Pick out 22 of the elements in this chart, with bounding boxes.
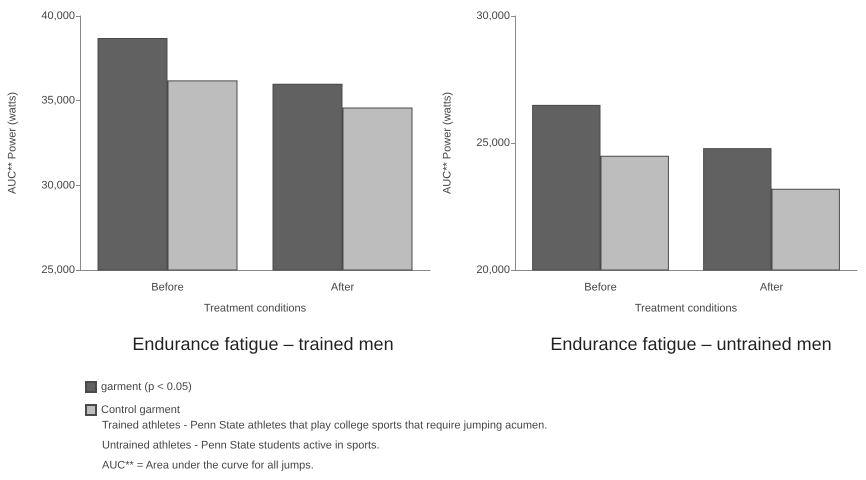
legend-label: garment (p < 0.05) [101, 381, 192, 393]
y-tick-label: 25,000 [476, 137, 510, 149]
x-tick-label: After [760, 282, 784, 294]
legend-label: Control garment [101, 404, 180, 416]
y-tick-label: 25,000 [41, 264, 75, 276]
text: AUC** = Area under the curve for all jumps. [102, 460, 314, 472]
y-tick-label: 20,000 [476, 264, 510, 276]
y-tick-label: 30,000 [476, 10, 510, 22]
y-tick-label: 40,000 [41, 10, 75, 22]
text: Endurance fatigue – untrained men [550, 334, 832, 354]
text: Untrained athletes - Penn State students active in sports. [102, 440, 380, 452]
x-tick-label: Before [584, 282, 617, 294]
x-tick-label: After [330, 282, 354, 294]
text: Endurance fatigue – trained men [132, 334, 394, 354]
x-tick-label: Before [151, 282, 184, 294]
text: Trained athletes - Penn State athletes that play college sports that require jumping acumen. [102, 420, 548, 432]
y-axis-title: AUC** Power (watts) [442, 92, 454, 194]
y-tick-label: 35,000 [41, 94, 75, 107]
x-axis-title: Treatment conditions [634, 302, 738, 314]
y-tick-label: 30,000 [41, 179, 75, 192]
y-axis-title: AUC** Power (watts) [6, 92, 18, 194]
x-axis-title: Treatment conditions [204, 302, 307, 314]
